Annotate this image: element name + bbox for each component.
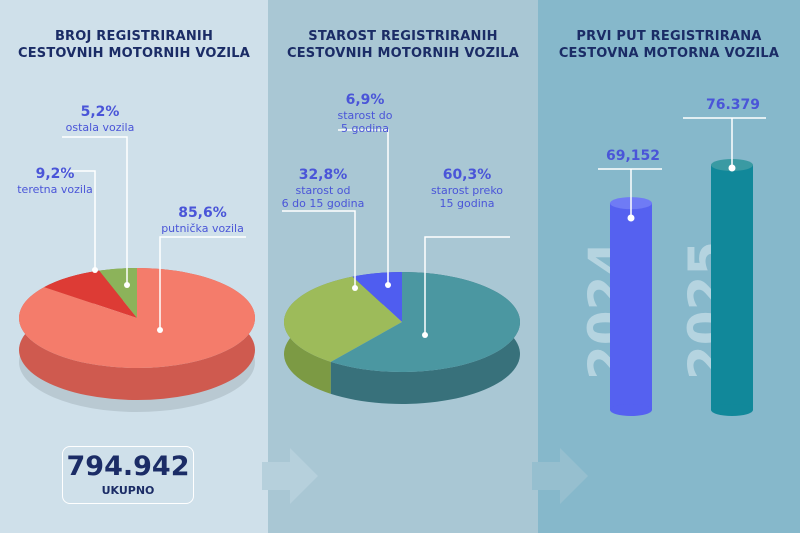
leader-dot xyxy=(728,164,736,172)
slice-label-age-6-15: 32,8% starost od 6 do 15 godina xyxy=(278,166,368,210)
slice-percent: 6,9% xyxy=(345,92,385,108)
bar-2024 xyxy=(610,197,652,416)
slice-name: 15 godina xyxy=(439,197,495,210)
slice-name: putnička vozila xyxy=(161,222,244,235)
slice-name: 5 godina xyxy=(341,122,389,135)
leader-dot xyxy=(422,332,428,338)
slice-name: 6 do 15 godina xyxy=(281,197,365,210)
bar-body xyxy=(610,203,652,410)
panel-title: PRVI PUT REGISTRIRANA CESTOVNA MOTORNA V… xyxy=(538,28,800,62)
leader-dot xyxy=(627,214,635,222)
slice-percent: 9,2% xyxy=(35,166,75,182)
bar-bottom xyxy=(711,404,753,416)
panel-vehicle-count: BROJ REGISTRIRANIH CESTOVNIH MOTORNIH VO… xyxy=(0,0,268,533)
leader-line xyxy=(62,136,128,285)
total-box: 794.942 UKUPNO xyxy=(62,446,194,504)
title-line: CESTOVNA MOTORNA VOZILA xyxy=(558,46,780,61)
leader-dot xyxy=(352,285,358,291)
slice-percent: 85,6% xyxy=(178,205,227,221)
title-line: CESTOVNIH MOTORNIH VOZILA xyxy=(286,46,520,61)
slice-label-age-15plus: 60,3% starost preko 15 godina xyxy=(422,166,512,210)
arrow-icon xyxy=(262,448,318,504)
arrow-icon xyxy=(532,448,588,504)
panel-vehicle-age: STAROST REGISTRIRANIH CESTOVNIH MOTORNIH… xyxy=(268,0,538,533)
bar-2025 xyxy=(711,159,753,416)
panel-title: BROJ REGISTRIRANIH CESTOVNIH MOTORNIH VO… xyxy=(0,28,268,62)
leader-line xyxy=(159,236,246,330)
leader-line xyxy=(56,170,96,270)
slice-label-trucks: 9,2% teretna vozila xyxy=(10,165,100,196)
bar-bottom xyxy=(610,404,652,416)
bar-body xyxy=(711,165,753,410)
slice-name: teretna vozila xyxy=(17,183,93,196)
slice-percent: 60,3% xyxy=(442,167,492,183)
slice-name: starost od xyxy=(295,184,351,197)
panel-title: STAROST REGISTRIRANIH CESTOVNIH MOTORNIH… xyxy=(268,28,538,62)
bar-value-2025: 76.379 xyxy=(706,97,761,113)
slice-label-other: 5,2% ostala vozila xyxy=(50,103,150,134)
total-value: 794.942 xyxy=(66,451,190,482)
panel-first-registrations: PRVI PUT REGISTRIRANA CESTOVNA MOTORNA V… xyxy=(538,0,800,533)
slice-label-cars: 85,6% putnička vozila xyxy=(155,204,250,235)
leader-dot xyxy=(385,282,391,288)
title-line: CESTOVNIH MOTORNIH VOZILA xyxy=(17,46,251,61)
slice-percent: 32,8% xyxy=(298,167,348,183)
title-line: PRVI PUT REGISTRIRANA xyxy=(576,29,762,44)
slice-name: starost preko xyxy=(430,184,504,197)
total-label: UKUPNO xyxy=(101,484,155,497)
leader-dot xyxy=(124,282,130,288)
pie-chart xyxy=(284,272,521,404)
pie-slice xyxy=(44,270,137,318)
slice-name: ostala vozila xyxy=(65,121,135,134)
pie-slice xyxy=(19,268,256,368)
leader-dot xyxy=(92,267,98,273)
leader-line xyxy=(424,236,510,335)
leader-line xyxy=(338,129,389,285)
slice-percent: 5,2% xyxy=(80,104,120,120)
pie-chart xyxy=(18,268,256,412)
bar-value-2024: 69,152 xyxy=(606,148,661,164)
title-line: STAROST REGISTRIRANIH xyxy=(308,29,498,44)
slice-name: starost do xyxy=(337,109,393,122)
leader-dot xyxy=(157,327,163,333)
slice-label-age-0-5: 6,9% starost do 5 godina xyxy=(330,91,400,135)
pie-slice xyxy=(284,276,402,362)
leader-line xyxy=(282,210,356,288)
title-line: BROJ REGISTRIRANIH xyxy=(54,29,214,44)
